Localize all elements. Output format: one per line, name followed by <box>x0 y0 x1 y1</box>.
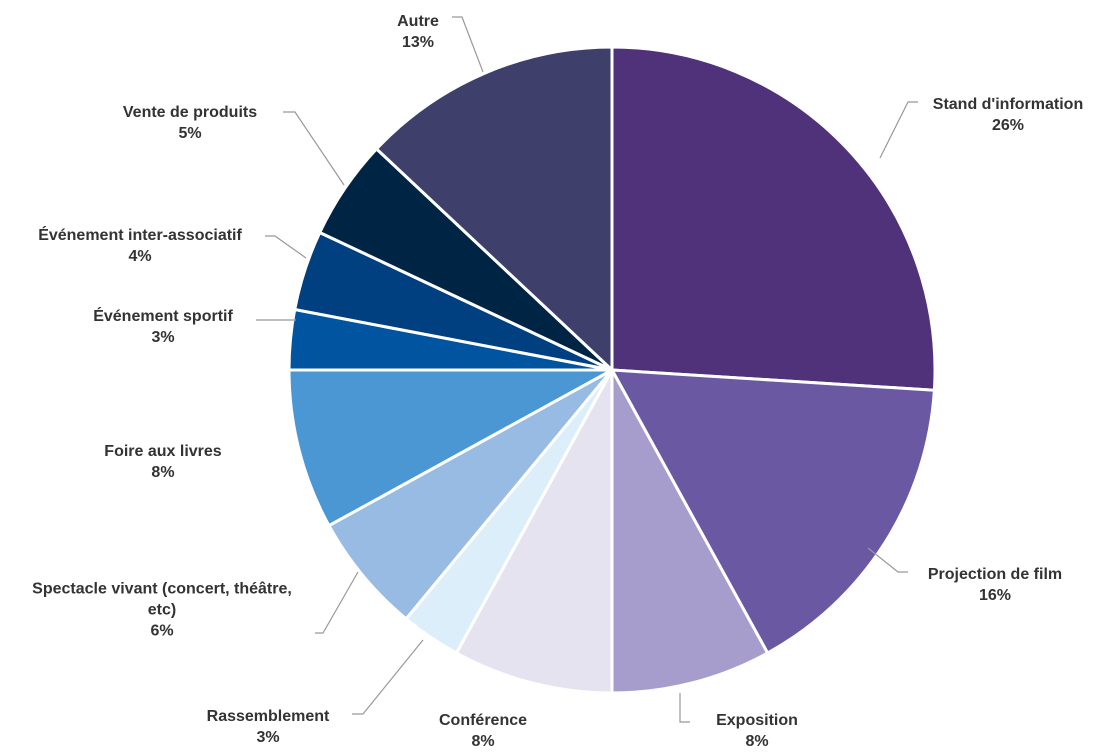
leader-line <box>452 16 484 73</box>
slice-label: Autre 13% <box>397 11 439 53</box>
category-label: Exposition <box>716 712 798 729</box>
slice-label: Stand d'information 26% <box>933 94 1083 136</box>
slice <box>287 368 613 528</box>
category-label: Projection de film <box>927 566 1063 583</box>
slice <box>610 45 937 392</box>
leader-line <box>867 547 908 573</box>
slice-label: Événement inter-associatif 4% <box>38 225 242 267</box>
category-label: Spectacle vivant (concert, théâtre, etc) <box>32 580 292 619</box>
leader-line <box>315 571 359 634</box>
slice <box>374 45 614 374</box>
category-label: Foire aux livres <box>104 443 222 460</box>
category-label: Conférence <box>438 712 528 729</box>
value-label: 5% <box>178 125 202 142</box>
value-label: 16% <box>978 587 1012 604</box>
category-label: Rassemblement <box>206 708 330 725</box>
value-label: 8% <box>471 733 495 750</box>
value-label: 3% <box>151 329 175 346</box>
category-label: Événement sportif <box>93 308 233 325</box>
slice-label: Vente de produits 5% <box>123 102 257 144</box>
slice-label: Exposition 8% <box>716 710 798 752</box>
slice-label: Projection de film 16% <box>928 564 1062 606</box>
slice-label: Conférence 8% <box>439 710 527 752</box>
value-label: 3% <box>256 729 280 746</box>
value-label: 8% <box>745 733 769 750</box>
slice <box>326 368 614 621</box>
slice-label: Rassemblement 3% <box>207 706 330 748</box>
category-label: Stand d'information <box>932 96 1084 113</box>
slice <box>609 368 936 656</box>
value-label: 6% <box>150 622 174 640</box>
value-label: 13% <box>401 34 435 51</box>
slice <box>454 369 614 695</box>
leader-line <box>352 639 424 715</box>
value-label: 4% <box>128 248 152 265</box>
leader-line <box>265 235 307 259</box>
slice <box>610 369 770 695</box>
leader-line <box>679 693 690 723</box>
value-label: 26% <box>991 117 1025 134</box>
value-label: 8% <box>151 464 175 481</box>
category-label: Vente de produits <box>122 104 258 121</box>
slice-label: Foire aux livres 8% <box>104 441 221 483</box>
leader-line <box>283 111 345 186</box>
category-label: Autre <box>397 13 439 30</box>
category-label: Événement inter-associatif <box>38 227 242 244</box>
slice-label: Spectacle vivant (concert, théâtre, etc)… <box>27 579 297 642</box>
slice-label: Événement sportif 3% <box>93 306 233 348</box>
leader-line <box>879 101 918 159</box>
